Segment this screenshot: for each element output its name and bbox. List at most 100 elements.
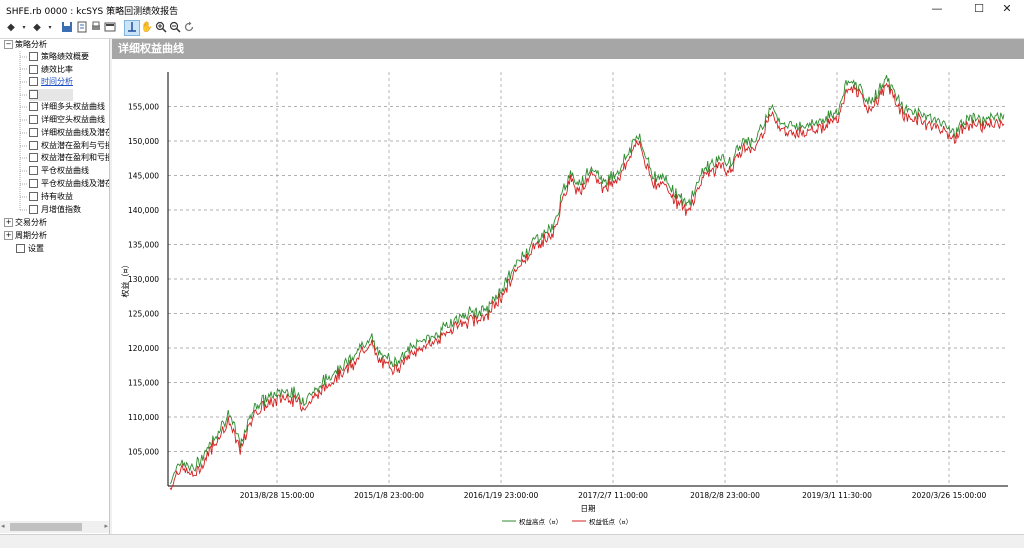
tree-item-long-equity-curve[interactable]: 详细多头权益曲线 [29, 101, 105, 113]
page-icon [29, 141, 38, 150]
tree-node-label: 周期分析 [15, 231, 47, 240]
forward-icon[interactable]: ◆ [33, 22, 41, 33]
x-tick-label: 2018/2/8 23:00:00 [690, 491, 760, 500]
tree-item-closed-equity-potential[interactable]: 平仓权益曲线及潜在 [29, 178, 110, 190]
tree-item-label: 详细空头权益曲线 [41, 115, 105, 124]
y-axis-label: 权益（¤） [120, 260, 130, 297]
y-tick-label: 105,000 [128, 448, 159, 457]
x-tick-label: 2013/8/28 15:00:00 [240, 491, 315, 500]
tree-node-strategy-analysis[interactable]: − 策略分析 [4, 39, 47, 51]
page-icon [29, 52, 38, 61]
tree-item-label: 权益潜在盈利与亏损 [41, 141, 110, 150]
maximize-button[interactable]: ☐ [974, 2, 984, 15]
x-tick-label: 2015/1/8 23:00:00 [354, 491, 424, 500]
page-icon [29, 65, 38, 74]
page-icon [29, 166, 38, 175]
y-tick-label: 130,000 [128, 275, 159, 284]
tree-item-performance-summary[interactable]: 策略绩效概要 [29, 51, 89, 63]
page-icon [29, 77, 38, 86]
report-icon[interactable] [103, 21, 117, 35]
page-icon [29, 128, 38, 137]
tree-item-potential-profit-loss-2[interactable]: 权益潜在盈利和亏损 [29, 152, 110, 164]
y-tick-label: 110,000 [128, 413, 159, 422]
x-tick-label: 2016/1/19 23:00:00 [464, 491, 539, 500]
export-icon[interactable] [75, 21, 89, 35]
tree-item-label: 策略绩效概要 [41, 52, 89, 61]
y-tick-label: 135,000 [128, 241, 159, 250]
print-icon[interactable] [89, 21, 103, 35]
tree-item-label: 月增值指数 [41, 205, 81, 214]
series-line-equity-high [169, 75, 1005, 485]
series-line-equity-low [169, 82, 1005, 491]
scrollbar-thumb[interactable] [10, 523, 82, 531]
page-icon [29, 192, 38, 201]
tree-item-label: 绩效比率 [41, 65, 73, 74]
tree-item-label: 时间分析 [41, 77, 73, 86]
tree-connector-lines [19, 51, 28, 211]
page-icon [16, 244, 25, 253]
tree-node-period-analysis[interactable]: + 周期分析 [4, 230, 47, 242]
refresh-icon[interactable] [182, 21, 196, 35]
tree-item-label: 平仓权益曲线及潜在 [41, 179, 110, 188]
x-axis-label: 日期 [581, 504, 596, 513]
tree-item-closed-equity-curve[interactable]: 平仓权益曲线 [29, 165, 89, 177]
page-icon [29, 90, 38, 99]
pointer-icon[interactable] [124, 20, 140, 36]
equity-chart[interactable]: 105,000 110,000 115,000 120,000 125,000 130,0… [112, 59, 1024, 534]
y-tick-label: 150,000 [128, 137, 159, 146]
y-tick-label: 140,000 [128, 206, 159, 215]
page-icon [29, 205, 38, 214]
legend-label-equity-low: 权益低点（¤） [589, 517, 632, 526]
zoom-out-icon[interactable] [168, 21, 182, 35]
forward-dropdown-icon[interactable]: ▾ [48, 24, 52, 31]
tree-item-performance-ratios[interactable]: 绩效比率 [29, 64, 73, 76]
y-tick-label: 125,000 [128, 310, 159, 319]
tree-item-monthly-index[interactable]: 月增值指数 [29, 204, 81, 216]
x-tick-label: 2019/3/1 11:30:00 [802, 491, 872, 500]
tree-node-settings[interactable]: 设置 [16, 243, 44, 255]
tree-node-label: 交易分析 [15, 218, 47, 227]
save-icon[interactable] [60, 21, 74, 35]
title-bar: SHFE.rb 0000 : kcSYS 策略回测绩效报告 — ☐ ✕ [0, 0, 1024, 18]
scroll-left-icon[interactable]: ◂ [1, 522, 5, 530]
x-tick-label: 2020/3/26 15:00:00 [912, 491, 987, 500]
tree-horizontal-scrollbar[interactable]: ◂ ▸ [0, 521, 109, 533]
y-tick-label: 145,000 [128, 172, 159, 181]
tree-node-label: 策略分析 [15, 40, 47, 49]
tree-item-label: 持有收益 [41, 192, 73, 201]
chart-pane: 详细权益曲线 105,000 110,000 115,000 120,000 125,0… [112, 39, 1024, 534]
y-tick-label: 115,000 [128, 379, 159, 388]
scroll-right-icon[interactable]: ▸ [104, 522, 108, 530]
pan-icon[interactable]: ✋ [140, 22, 154, 33]
tree-item-label: 详细权益曲线及潜在 [41, 128, 110, 137]
tree-node-label: 设置 [28, 244, 44, 253]
minimize-button[interactable]: — [931, 2, 943, 15]
close-button[interactable]: ✕ [1002, 2, 1012, 15]
back-icon[interactable]: ◆ [7, 22, 15, 33]
status-bar [0, 534, 1024, 548]
expand-icon[interactable]: + [4, 231, 13, 240]
page-icon [29, 179, 38, 188]
tree-item-holding-return[interactable]: 持有收益 [29, 191, 73, 203]
tree-item-short-equity-curve[interactable]: 详细空头权益曲线 [29, 114, 105, 126]
tree-item-time-analysis[interactable]: 时间分析 [29, 76, 73, 88]
tree-node-trade-analysis[interactable]: + 交易分析 [4, 217, 47, 229]
tree-item-potential-profit-loss-1[interactable]: 权益潜在盈利与亏损 [29, 140, 110, 152]
tree-item-selected[interactable] [29, 89, 73, 101]
page-icon [29, 102, 38, 111]
toolbar: ◆ ▾ ◆ ▾ ✋ [0, 18, 1024, 39]
legend-label-equity-high: 权益高点（¤） [519, 517, 562, 526]
tree-item-label: 权益潜在盈利和亏损 [41, 153, 110, 162]
tree-item-equity-curve-potential[interactable]: 详细权益曲线及潜在 [29, 127, 110, 139]
y-tick-label: 120,000 [128, 344, 159, 353]
zoom-in-icon[interactable] [154, 21, 168, 35]
tree-item-label: 详细多头权益曲线 [41, 102, 105, 111]
window-title: SHFE.rb 0000 : kcSYS 策略回测绩效报告 [6, 7, 179, 17]
collapse-icon[interactable]: − [4, 40, 13, 49]
expand-icon[interactable]: + [4, 218, 13, 227]
x-tick-label: 2017/2/7 11:00:00 [578, 491, 648, 500]
back-dropdown-icon[interactable]: ▾ [22, 24, 26, 31]
y-tick-label: 155,000 [128, 103, 159, 112]
tree-item-label: 平仓权益曲线 [41, 166, 89, 175]
navigation-tree: − 策略分析 策略绩效概要 绩效比率 时间分析 详细多头权益曲线 详细空头权益曲线… [0, 39, 110, 534]
